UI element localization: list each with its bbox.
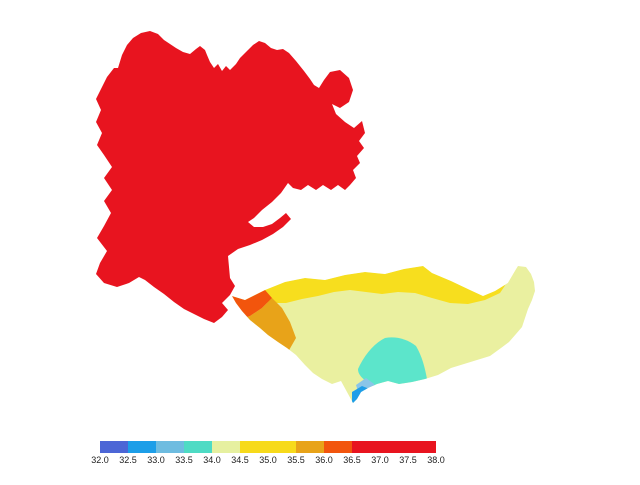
- svg-text:34.5: 34.5: [231, 455, 249, 465]
- svg-text:32.0: 32.0: [91, 455, 109, 465]
- svg-text:35.0: 35.0: [259, 455, 277, 465]
- svg-text:33.5: 33.5: [175, 455, 193, 465]
- svg-text:33.0: 33.0: [147, 455, 165, 465]
- svg-text:34.0: 34.0: [203, 455, 221, 465]
- svg-text:35.5: 35.5: [287, 455, 305, 465]
- svg-text:37.0: 37.0: [371, 455, 389, 465]
- svg-text:32.5: 32.5: [119, 455, 137, 465]
- svg-text:38.0: 38.0: [427, 455, 445, 465]
- svg-text:37.5: 37.5: [399, 455, 417, 465]
- svg-text:36.0: 36.0: [315, 455, 333, 465]
- svg-text:36.5: 36.5: [343, 455, 361, 465]
